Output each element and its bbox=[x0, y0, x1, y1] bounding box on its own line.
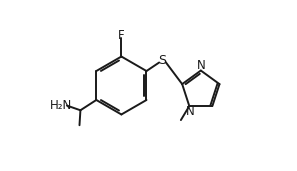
Text: S: S bbox=[159, 54, 167, 67]
Text: N: N bbox=[197, 59, 206, 72]
Text: H₂N: H₂N bbox=[50, 99, 72, 112]
Text: F: F bbox=[118, 29, 125, 42]
Text: N: N bbox=[186, 105, 194, 118]
